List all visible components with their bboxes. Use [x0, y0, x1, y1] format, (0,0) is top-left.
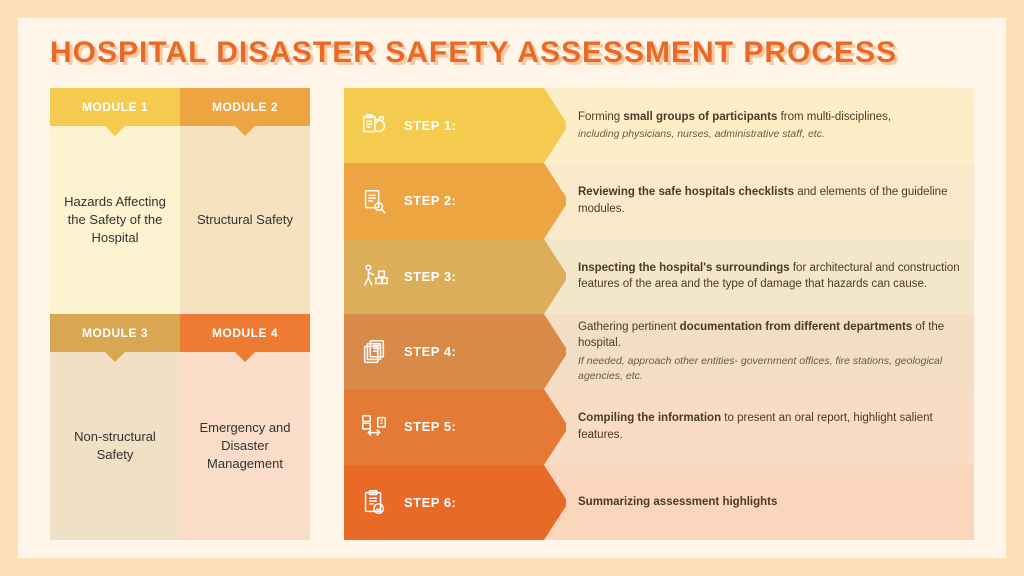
- step-6-arrow: STEP 6:: [344, 465, 544, 540]
- step-1-subtext: including physicians, nurses, administra…: [578, 127, 960, 142]
- step-6-body: Summarizing assessment highlights: [544, 465, 974, 540]
- clipboard-check-icon: [358, 486, 390, 518]
- module-4-body: Emergency and Disaster Management: [180, 352, 310, 540]
- step-4-text: Gathering pertinent documentation from d…: [578, 319, 960, 352]
- module-3-body: Non-structural Safety: [50, 352, 180, 540]
- step-3-label: STEP 3:: [404, 269, 456, 284]
- inner-panel: HOSPITAL DISASTER SAFETY ASSESSMENT PROC…: [18, 18, 1006, 558]
- step-3-body: Inspecting the hospital's surroundings f…: [544, 239, 974, 314]
- step-5-label: STEP 5:: [404, 419, 456, 434]
- module-3-head: MODULE 3: [50, 314, 180, 352]
- content-row: MODULE 1 MODULE 2 Hazards Affecting the …: [50, 88, 974, 540]
- document-search-icon: [358, 185, 390, 217]
- module-2-body: Structural Safety: [180, 126, 310, 314]
- step-3-arrow: STEP 3:: [344, 239, 544, 314]
- step-2-label: STEP 2:: [404, 193, 456, 208]
- step-row-1: STEP 1: Forming small groups of participa…: [344, 88, 974, 163]
- step-1-text: Forming small groups of participants fro…: [578, 109, 960, 126]
- outer-frame: HOSPITAL DISASTER SAFETY ASSESSMENT PROC…: [0, 0, 1024, 576]
- data-transfer-icon: [358, 411, 390, 443]
- step-row-5: STEP 5: Compiling the information to pres…: [344, 389, 974, 464]
- step-4-subtext: If needed, approach other entities- gove…: [578, 354, 960, 384]
- page-title: HOSPITAL DISASTER SAFETY ASSESSMENT PROC…: [50, 36, 974, 70]
- step-5-text: Compiling the information to present an …: [578, 410, 960, 443]
- steps-column: STEP 1: Forming small groups of participa…: [344, 88, 974, 540]
- clipboard-cycle-icon: [358, 110, 390, 142]
- step-row-6: STEP 6: Summarizing assessment highlights: [344, 465, 974, 540]
- step-2-arrow: STEP 2:: [344, 163, 544, 238]
- files-stack-icon: [358, 336, 390, 368]
- step-1-arrow: STEP 1:: [344, 88, 544, 163]
- step-5-body: Compiling the information to present an …: [544, 389, 974, 464]
- step-2-body: Reviewing the safe hospitals checklists …: [544, 163, 974, 238]
- step-2-text: Reviewing the safe hospitals checklists …: [578, 184, 960, 217]
- module-4-head: MODULE 4: [180, 314, 310, 352]
- modules-grid: MODULE 1 MODULE 2 Hazards Affecting the …: [50, 88, 310, 540]
- module-1-head: MODULE 1: [50, 88, 180, 126]
- step-4-label: STEP 4:: [404, 344, 456, 359]
- step-row-4: STEP 4: Gathering pertinent documentation…: [344, 314, 974, 389]
- step-4-arrow: STEP 4:: [344, 314, 544, 389]
- step-4-body: Gathering pertinent documentation from d…: [544, 314, 974, 389]
- step-6-text: Summarizing assessment highlights: [578, 494, 960, 511]
- step-6-label: STEP 6:: [404, 495, 456, 510]
- module-1-body: Hazards Affecting the Safety of the Hosp…: [50, 126, 180, 314]
- step-row-2: STEP 2: Reviewing the safe hospitals chec…: [344, 163, 974, 238]
- step-5-arrow: STEP 5:: [344, 389, 544, 464]
- step-1-label: STEP 1:: [404, 118, 456, 133]
- step-3-text: Inspecting the hospital's surroundings f…: [578, 260, 960, 293]
- step-row-3: STEP 3: Inspecting the hospital's surroun…: [344, 239, 974, 314]
- worker-boxes-icon: [358, 260, 390, 292]
- module-2-head: MODULE 2: [180, 88, 310, 126]
- step-1-body: Forming small groups of participants fro…: [544, 88, 974, 163]
